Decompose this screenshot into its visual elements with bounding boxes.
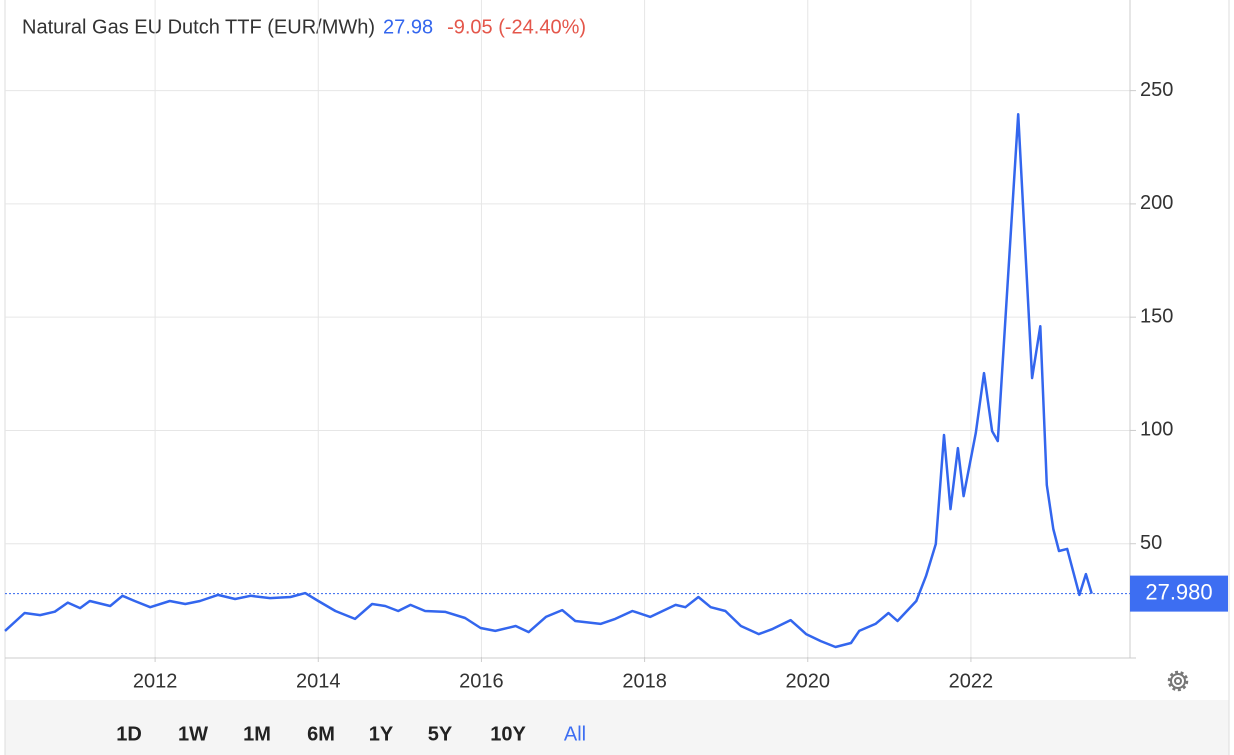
x-tick-label: 2018 (622, 670, 667, 692)
range-bar (5, 700, 1229, 755)
price-line (4, 112, 1093, 649)
range-button[interactable]: 1W (178, 723, 208, 745)
settings-icon[interactable] (1167, 670, 1189, 692)
y-tick-label: 100 (1140, 419, 1173, 441)
range-button[interactable]: 10Y (490, 723, 526, 745)
x-tick-label: 2020 (786, 670, 831, 692)
y-tick-label: 150 (1140, 305, 1173, 327)
header-price: 27.98 (383, 16, 433, 38)
range-button[interactable]: 1D (116, 723, 142, 745)
y-tick-label: 250 (1140, 79, 1173, 101)
x-tick-label: 2022 (949, 670, 994, 692)
range-button[interactable]: 1M (243, 723, 271, 745)
price-tag-label: 27.980 (1145, 579, 1212, 604)
range-button[interactable]: 1Y (369, 723, 394, 745)
x-tick-label: 2016 (459, 670, 504, 692)
y-tick-label: 200 (1140, 192, 1173, 214)
x-tick-label: 2012 (133, 670, 178, 692)
price-tag (1130, 575, 1228, 612)
y-tick-label: 50 (1140, 532, 1162, 554)
range-button[interactable]: 6M (307, 723, 335, 745)
range-button[interactable]: 5Y (428, 723, 453, 745)
x-tick-label: 2014 (296, 670, 341, 692)
header-change: -9.05 (-24.40%) (447, 16, 586, 38)
range-button[interactable]: All (564, 723, 586, 745)
header-title: Natural Gas EU Dutch TTF (EUR/MWh) (22, 16, 375, 38)
